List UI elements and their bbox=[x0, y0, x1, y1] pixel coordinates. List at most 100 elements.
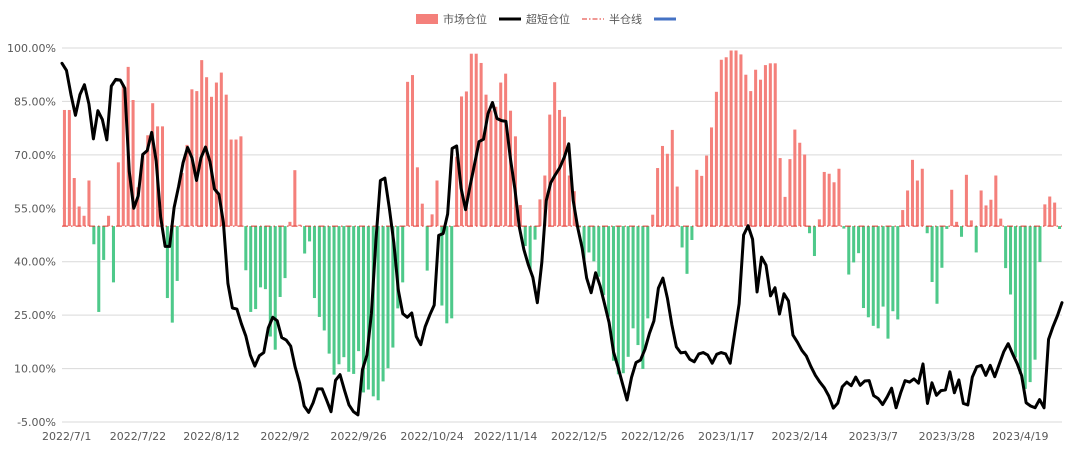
bar bbox=[1053, 202, 1057, 227]
bar bbox=[239, 136, 243, 227]
bar bbox=[342, 226, 346, 358]
bar bbox=[131, 100, 135, 227]
x-tick-label: 2022/7/1 bbox=[42, 430, 91, 443]
bar bbox=[538, 199, 542, 227]
bar bbox=[494, 106, 498, 227]
bar bbox=[665, 153, 669, 227]
bar bbox=[675, 186, 679, 227]
y-axis: -5.00% 10.00% 25.00% 40.00% 55.00% 70.00% 85.0… bbox=[7, 42, 56, 429]
bar bbox=[636, 226, 640, 346]
bar bbox=[102, 226, 106, 260]
x-tick-label: 2022/7/22 bbox=[110, 430, 166, 443]
bar bbox=[597, 226, 601, 277]
bar bbox=[910, 159, 915, 227]
bar bbox=[224, 94, 228, 227]
bar bbox=[955, 221, 959, 227]
bar bbox=[739, 54, 743, 227]
bar bbox=[906, 190, 910, 227]
bar bbox=[528, 226, 532, 270]
x-tick-label: 2023/2/14 bbox=[772, 430, 828, 443]
short-term-position-line bbox=[60, 61, 1064, 417]
bar bbox=[195, 91, 199, 227]
bar bbox=[930, 226, 934, 283]
bar bbox=[660, 145, 665, 227]
bar bbox=[768, 63, 772, 227]
bar bbox=[901, 210, 905, 227]
x-tick-label: 2023/3/7 bbox=[849, 430, 898, 443]
bar bbox=[1033, 226, 1037, 360]
y-tick-label: 25.00% bbox=[14, 309, 56, 322]
bar bbox=[999, 218, 1003, 227]
bar bbox=[151, 103, 155, 227]
bar bbox=[170, 226, 174, 323]
x-tick-label: 2022/9/26 bbox=[330, 430, 386, 443]
bar bbox=[376, 226, 380, 401]
bar bbox=[234, 139, 238, 227]
bar bbox=[435, 180, 439, 227]
bar bbox=[523, 226, 527, 247]
bar bbox=[136, 187, 140, 227]
bar bbox=[1013, 226, 1017, 358]
bar bbox=[857, 226, 861, 254]
bar bbox=[847, 226, 851, 275]
bar bbox=[646, 226, 650, 319]
bar bbox=[371, 226, 375, 397]
bar bbox=[229, 139, 233, 227]
bar bbox=[401, 226, 405, 283]
bar bbox=[577, 226, 581, 228]
bar bbox=[709, 127, 714, 227]
bar bbox=[357, 226, 361, 352]
bar bbox=[871, 226, 875, 326]
bar bbox=[366, 226, 370, 390]
bar bbox=[700, 175, 704, 227]
bar bbox=[504, 73, 508, 227]
bar bbox=[925, 226, 929, 234]
bar bbox=[268, 226, 272, 337]
y-tick-label: -5.00% bbox=[17, 416, 56, 429]
x-tick-label: 2023/3/28 bbox=[919, 430, 975, 443]
bar bbox=[209, 96, 214, 227]
bar bbox=[812, 226, 816, 257]
bar bbox=[293, 170, 297, 227]
bar bbox=[420, 203, 424, 227]
bar bbox=[288, 221, 292, 227]
x-tick-label: 2022/12/5 bbox=[551, 430, 607, 443]
bar bbox=[582, 226, 586, 260]
bar bbox=[450, 226, 454, 319]
bar bbox=[474, 53, 478, 227]
bar bbox=[361, 226, 365, 393]
bar bbox=[200, 60, 204, 227]
bar bbox=[391, 226, 395, 348]
x-tick-label: 2022/8/12 bbox=[183, 430, 239, 443]
bar bbox=[332, 226, 336, 375]
chart-gridlines bbox=[62, 47, 1062, 423]
bar bbox=[950, 189, 954, 227]
bar bbox=[714, 91, 718, 227]
bar bbox=[337, 226, 341, 365]
bar bbox=[896, 226, 900, 320]
bar bbox=[513, 136, 517, 227]
bar bbox=[396, 226, 400, 309]
bar bbox=[249, 226, 253, 312]
bar bbox=[263, 226, 267, 290]
bar bbox=[974, 226, 978, 253]
bar bbox=[680, 226, 684, 248]
bar bbox=[1004, 226, 1008, 269]
bar bbox=[783, 196, 787, 227]
bar bbox=[283, 226, 287, 279]
bar bbox=[587, 226, 591, 253]
bar bbox=[749, 91, 753, 227]
legend-label: 超短仓位 bbox=[526, 12, 570, 26]
bar bbox=[773, 63, 777, 227]
x-tick-label: 2022/11/14 bbox=[474, 430, 537, 443]
bar bbox=[778, 158, 782, 227]
bar bbox=[567, 175, 571, 227]
bar bbox=[979, 190, 983, 227]
bar bbox=[410, 75, 415, 227]
y-tick-label: 55.00% bbox=[14, 202, 56, 215]
bar bbox=[489, 110, 493, 227]
bar bbox=[146, 135, 150, 227]
bar bbox=[244, 226, 248, 271]
bar bbox=[969, 220, 973, 227]
